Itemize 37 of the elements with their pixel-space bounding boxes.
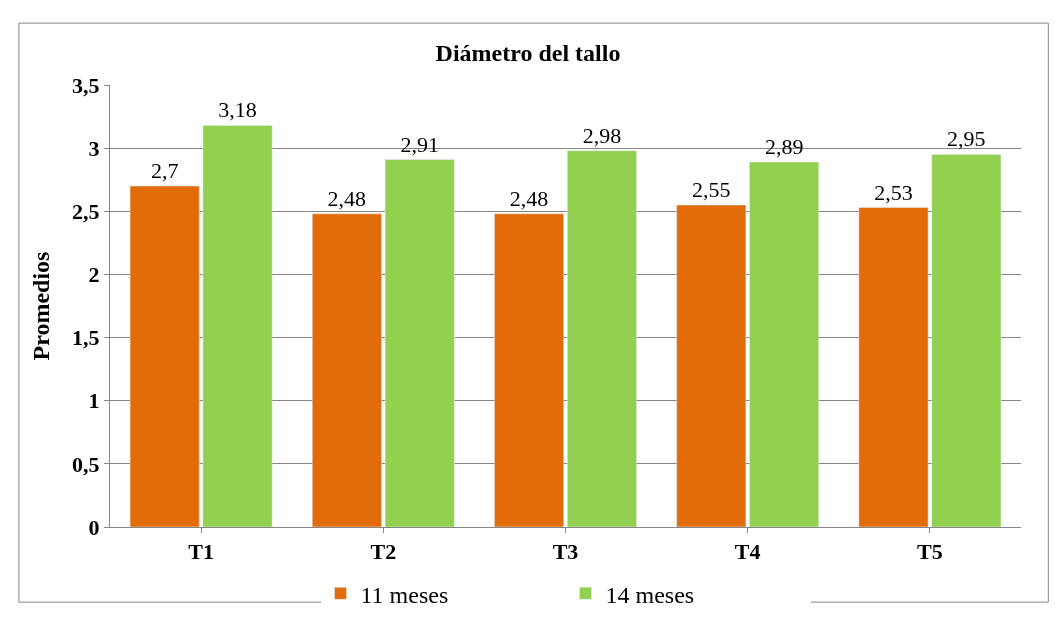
y-tick-label: 0 [88,514,100,540]
bar [931,154,1002,527]
bar [749,161,820,527]
y-axis-title: Promedios [28,251,55,361]
legend-label: 11 meses [360,581,449,608]
data-label: 2,95 [947,126,986,152]
data-label: 2,48 [509,185,549,211]
x-tick-label: T3 [552,539,579,565]
y-tick-label: 2,5 [72,198,100,224]
data-label: 2,89 [764,134,804,160]
data-label: 2,55 [692,176,731,202]
data-label: 2,98 [582,122,622,148]
y-tick-label: 1,5 [72,325,100,351]
bar [202,125,273,527]
x-tick-label: T5 [917,539,943,565]
data-label: 2,91 [400,131,439,157]
bar [567,150,637,527]
bar [858,207,929,527]
bar [129,185,200,527]
y-tick-label: 0,5 [72,451,100,477]
x-tick-label: T2 [370,539,397,565]
data-label: 3,18 [218,97,257,123]
data-label: 2,48 [327,185,367,211]
x-tick-label: T1 [188,539,214,565]
data-label: 2,53 [874,179,913,205]
data-label: 2,7 [150,158,179,184]
bar [494,213,564,527]
bar [311,213,382,527]
chart-title: Diámetro del tallo [435,39,621,66]
bar [384,159,455,527]
y-tick-label: 3 [88,135,100,161]
y-tick-label: 3,5 [72,72,100,98]
legend-label: 14 meses [605,581,695,608]
y-tick-label: 2 [88,262,100,288]
bar [676,204,747,527]
x-tick-label: T4 [734,539,761,565]
y-tick-label: 1 [88,388,100,414]
